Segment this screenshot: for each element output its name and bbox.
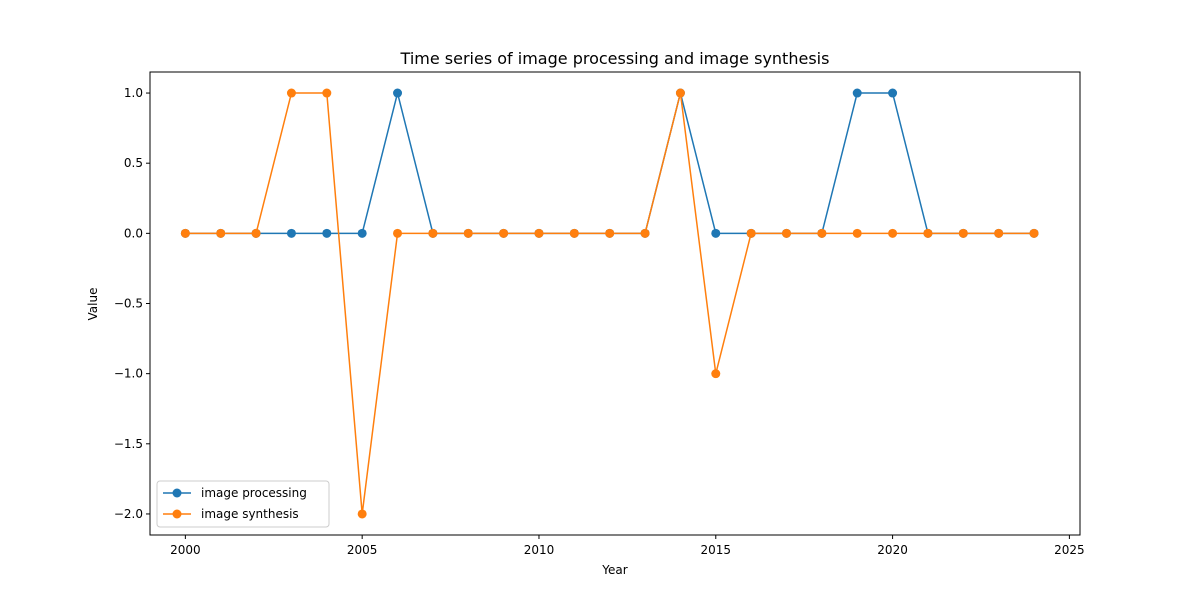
data-point xyxy=(286,228,296,238)
x-tick-label: 2025 xyxy=(1054,543,1085,557)
data-point xyxy=(1029,228,1039,238)
x-tick-label: 2015 xyxy=(701,543,732,557)
chart-title: Time series of image processing and imag… xyxy=(400,49,830,68)
data-point xyxy=(180,228,190,238)
data-point xyxy=(852,88,862,98)
x-tick-label: 2000 xyxy=(170,543,201,557)
data-point xyxy=(534,228,544,238)
data-point xyxy=(958,228,968,238)
data-point xyxy=(782,228,791,238)
data-point xyxy=(357,509,367,519)
data-point xyxy=(852,228,862,238)
data-point xyxy=(322,228,332,238)
data-point xyxy=(393,88,403,98)
data-point xyxy=(817,228,827,238)
data-point xyxy=(357,228,367,238)
data-point xyxy=(286,88,296,98)
data-point xyxy=(605,228,615,238)
data-point xyxy=(428,228,438,238)
series-line-0 xyxy=(185,92,1035,235)
data-point xyxy=(251,228,261,238)
data-point xyxy=(711,369,721,379)
y-tick-label: −1.5 xyxy=(114,437,143,451)
x-tick-label: 2005 xyxy=(347,543,378,557)
data-point xyxy=(888,228,898,238)
legend-label: image synthesis xyxy=(201,507,299,521)
data-point xyxy=(216,228,226,238)
y-tick-label: −0.5 xyxy=(114,297,143,311)
data-point xyxy=(499,228,509,238)
data-point xyxy=(322,88,332,98)
plot-area: 2000 2005 2010 2015 2020 2025 1.0 0.5 0.0 −0.5 −1.… xyxy=(114,71,1085,557)
axes-frame xyxy=(149,71,1081,536)
data-point xyxy=(994,228,1004,238)
x-tick-label: 2020 xyxy=(877,543,908,557)
data-point xyxy=(923,228,933,238)
data-point xyxy=(463,228,473,238)
data-point xyxy=(393,228,403,238)
data-point xyxy=(746,228,756,238)
legend-box xyxy=(156,480,330,528)
series-line-1 xyxy=(185,92,1035,515)
legend: image processing image synthesis xyxy=(156,480,330,528)
y-tick-label: 0.5 xyxy=(124,156,143,170)
data-point xyxy=(711,228,721,238)
y-tick-label: −2.0 xyxy=(114,507,143,521)
x-axis-label: Year xyxy=(601,563,627,577)
legend-marker xyxy=(172,488,182,498)
x-tick-label: 2010 xyxy=(524,543,555,557)
y-axis-label: Value xyxy=(86,288,100,321)
data-point xyxy=(640,228,650,238)
legend-marker xyxy=(172,509,182,519)
data-point xyxy=(675,88,685,98)
y-tick-label: 0.0 xyxy=(124,226,143,240)
y-tick-label: 1.0 xyxy=(124,86,143,100)
data-point xyxy=(569,228,579,238)
data-point xyxy=(888,88,898,98)
y-tick-label: −1.0 xyxy=(114,367,143,381)
legend-label: image processing xyxy=(201,486,307,500)
